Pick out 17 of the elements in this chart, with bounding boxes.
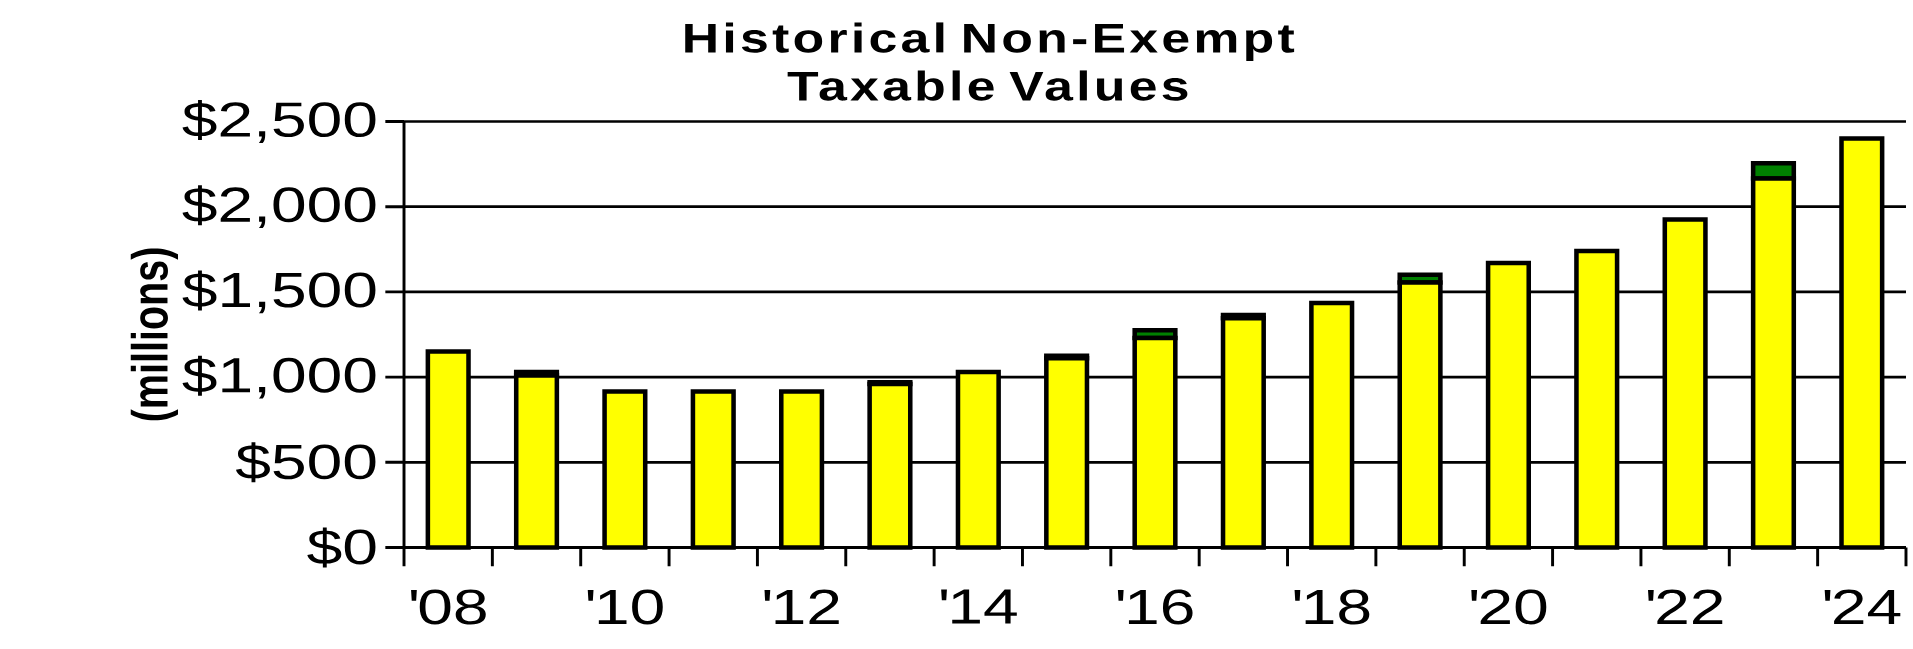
y-axis-title: (millions) xyxy=(130,248,178,421)
x-tick-label: '10 xyxy=(587,589,663,625)
y-tick-label: $1,000 xyxy=(182,355,376,399)
chart-title: Historical Non-Exempt Taxable Values xyxy=(685,22,1295,101)
y-tick-label: $2,000 xyxy=(182,185,376,229)
y-tick-label: $1,500 xyxy=(182,270,376,314)
y-tick-label: $2,500 xyxy=(182,100,376,143)
x-tick-label: '24 xyxy=(1824,589,1901,624)
x-tick-label: '12 xyxy=(764,589,839,624)
x-tick-label: '16 xyxy=(1117,589,1193,625)
x-tick-label: '22 xyxy=(1648,589,1723,624)
x-tick-label: '18 xyxy=(1294,589,1370,625)
x-tick-label: '14 xyxy=(941,589,1017,624)
x-tick-label: '20 xyxy=(1471,589,1547,625)
y-tick-label: $500 xyxy=(235,442,376,483)
x-tick-label: '08 xyxy=(411,589,486,625)
y-tick-label: $0 xyxy=(307,527,376,568)
